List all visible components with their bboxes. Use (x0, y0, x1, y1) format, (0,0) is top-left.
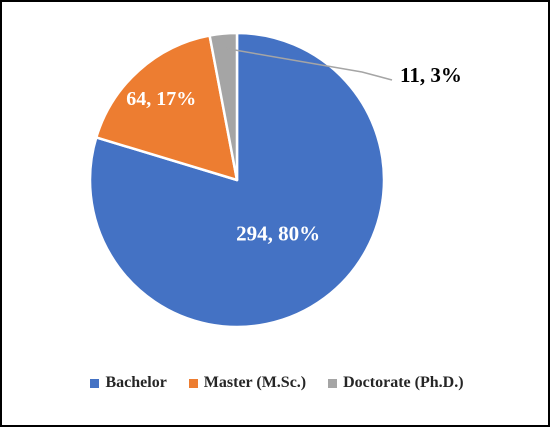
legend-swatch-bachelor (90, 378, 100, 388)
legend-label-doctorate: Doctorate (Ph.D.) (343, 374, 464, 391)
legend-item-doctorate: Doctorate (Ph.D.) (328, 374, 464, 392)
legend-label-bachelor: Bachelor (105, 374, 167, 391)
data-label-doctorate: 11, 3% (400, 63, 462, 87)
legend-swatch-doctorate (328, 378, 338, 388)
legend-item-bachelor: Bachelor (90, 374, 167, 392)
pie-slice-doctorate (208, 31, 239, 182)
data-label-master: 64, 17% (126, 88, 196, 110)
legend-swatch-master (188, 378, 198, 388)
legend-item-master: Master (M.Sc.) (188, 374, 307, 392)
legend: Bachelor Master (M.Sc.) Doctorate (Ph.D.… (2, 374, 550, 392)
pie-slice-master (95, 34, 239, 182)
data-label-bachelor: 294, 80% (236, 221, 320, 245)
legend-label-master: Master (M.Sc.) (203, 374, 307, 391)
leader-line-doctorate (224, 47, 393, 81)
